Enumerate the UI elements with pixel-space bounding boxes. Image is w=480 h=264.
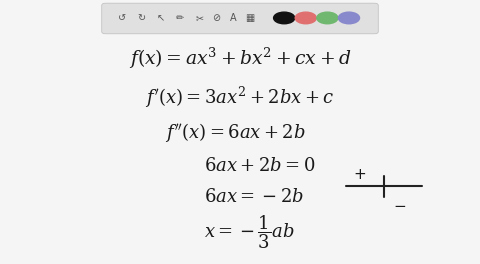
Text: ↖: ↖: [157, 13, 165, 23]
Text: $6ax +2b =0$: $6ax +2b =0$: [204, 157, 315, 175]
Text: A: A: [229, 13, 236, 23]
Text: $f(x)= ax^3 + bx^2 + cx +d$: $f(x)= ax^3 + bx^2 + cx +d$: [129, 45, 351, 71]
Text: ✏: ✏: [176, 13, 184, 23]
Text: $f^{\prime\prime}(x)= 6ax +2b$: $f^{\prime\prime}(x)= 6ax +2b$: [165, 120, 306, 144]
Text: $+$: $+$: [353, 167, 367, 182]
Text: $-$: $-$: [393, 197, 407, 212]
Text: ✂: ✂: [195, 13, 203, 23]
Circle shape: [274, 12, 295, 24]
Text: ↻: ↻: [138, 13, 145, 23]
Text: ↺: ↺: [119, 13, 126, 23]
FancyBboxPatch shape: [102, 3, 378, 34]
Circle shape: [338, 12, 360, 24]
Text: ⊘: ⊘: [212, 13, 220, 23]
Text: ▦: ▦: [245, 13, 254, 23]
Text: $6ax = -2b$: $6ax = -2b$: [204, 188, 304, 206]
Circle shape: [317, 12, 338, 24]
Circle shape: [295, 12, 316, 24]
Text: $x = -\dfrac{1}{3}ab$: $x = -\dfrac{1}{3}ab$: [204, 214, 295, 251]
Text: $f^{\prime}(x)= 3ax^2 +2bx +c$: $f^{\prime}(x)= 3ax^2 +2bx +c$: [145, 85, 335, 110]
